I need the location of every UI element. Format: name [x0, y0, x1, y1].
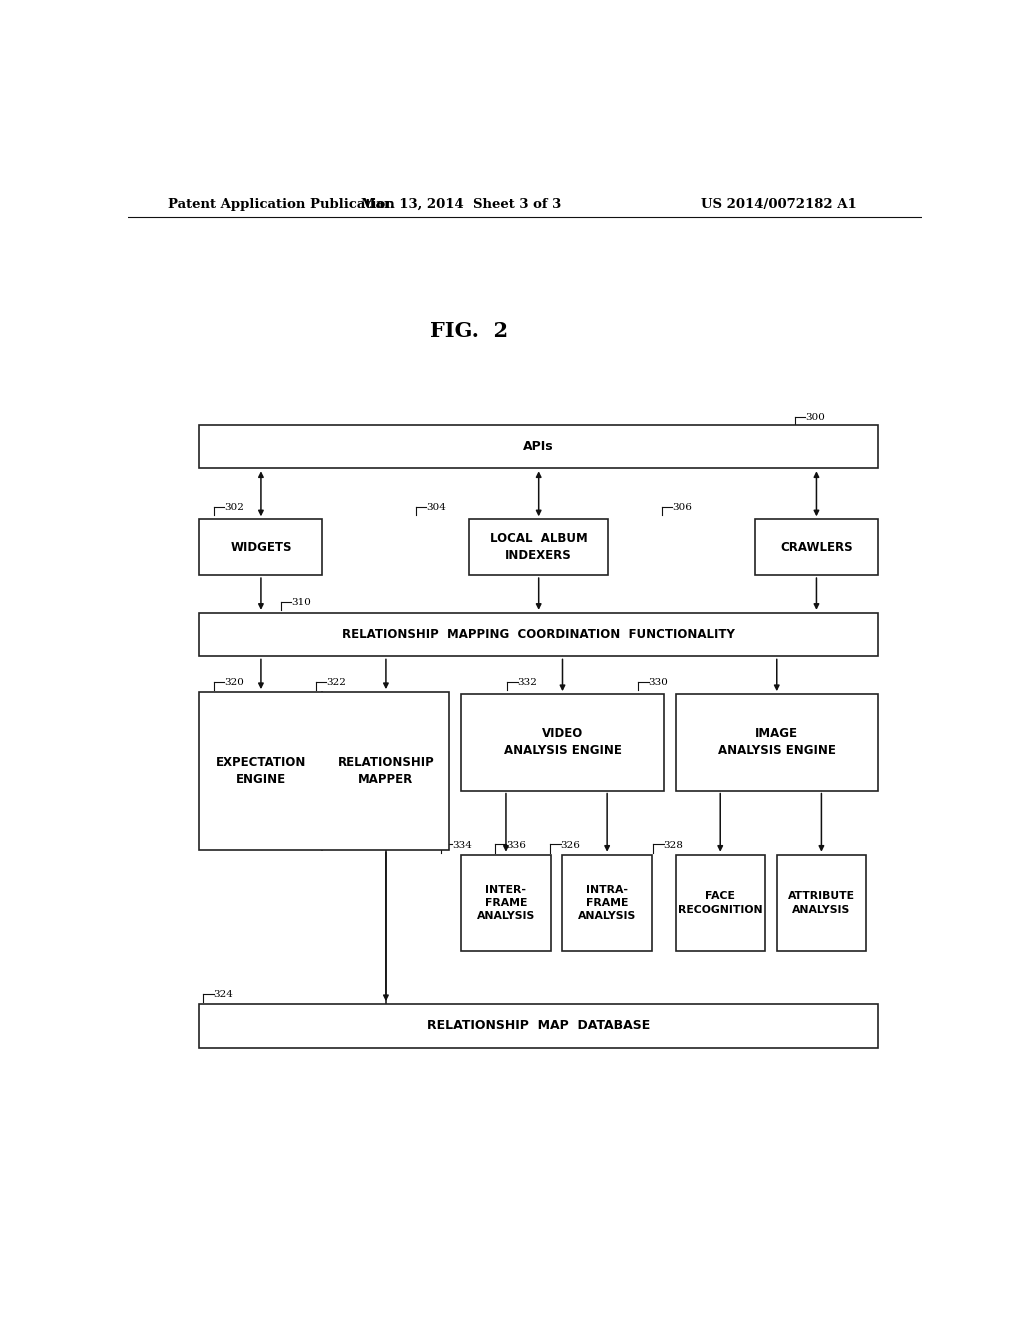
Bar [562, 854, 651, 952]
Text: 324: 324 [214, 990, 233, 999]
Text: Mar. 13, 2014  Sheet 3 of 3: Mar. 13, 2014 Sheet 3 of 3 [361, 198, 561, 211]
Text: 306: 306 [673, 503, 692, 512]
Bar [462, 854, 551, 952]
Text: VIDEO
ANALYSIS ENGINE: VIDEO ANALYSIS ENGINE [504, 727, 622, 758]
Text: FACE
RECOGNITION: FACE RECOGNITION [678, 891, 763, 915]
Text: ATTRIBUTE
ANALYSIS: ATTRIBUTE ANALYSIS [787, 891, 855, 915]
Text: US 2014/0072182 A1: US 2014/0072182 A1 [700, 198, 857, 211]
Text: APIs: APIs [523, 440, 554, 453]
Text: 322: 322 [327, 678, 346, 686]
Text: 320: 320 [224, 678, 244, 686]
Text: 328: 328 [664, 841, 684, 850]
Text: 302: 302 [224, 503, 244, 512]
Bar [676, 694, 878, 791]
Text: INTRA-
FRAME
ANALYSIS: INTRA- FRAME ANALYSIS [578, 884, 636, 921]
Bar [755, 519, 878, 576]
Text: CRAWLERS: CRAWLERS [780, 541, 853, 553]
Bar [200, 1005, 878, 1048]
Text: INTER-
FRAME
ANALYSIS: INTER- FRAME ANALYSIS [477, 884, 536, 921]
Text: 310: 310 [292, 598, 311, 607]
Bar [200, 425, 878, 469]
Text: 336: 336 [506, 841, 525, 850]
Bar [200, 692, 450, 850]
Text: 304: 304 [426, 503, 446, 512]
Text: WIDGETS: WIDGETS [230, 541, 292, 553]
Text: RELATIONSHIP  MAPPING  COORDINATION  FUNCTIONALITY: RELATIONSHIP MAPPING COORDINATION FUNCTI… [342, 628, 735, 642]
Text: FIG.  2: FIG. 2 [430, 321, 508, 341]
Text: 332: 332 [518, 678, 538, 686]
Text: EXPECTATION
ENGINE: EXPECTATION ENGINE [216, 756, 306, 785]
Text: 330: 330 [648, 678, 669, 686]
Text: 326: 326 [560, 841, 581, 850]
Bar [777, 854, 866, 952]
Bar [200, 612, 878, 656]
Text: RELATIONSHIP  MAP  DATABASE: RELATIONSHIP MAP DATABASE [427, 1019, 650, 1032]
Text: RELATIONSHIP
MAPPER: RELATIONSHIP MAPPER [338, 756, 434, 785]
Text: LOCAL  ALBUM
INDEXERS: LOCAL ALBUM INDEXERS [489, 532, 588, 562]
Bar [676, 854, 765, 952]
Text: Patent Application Publication: Patent Application Publication [168, 198, 394, 211]
Bar [200, 519, 323, 576]
Text: 300: 300 [805, 413, 824, 421]
Text: IMAGE
ANALYSIS ENGINE: IMAGE ANALYSIS ENGINE [718, 727, 836, 758]
Text: 334: 334 [452, 841, 472, 850]
Bar [462, 694, 664, 791]
Bar [469, 519, 608, 576]
